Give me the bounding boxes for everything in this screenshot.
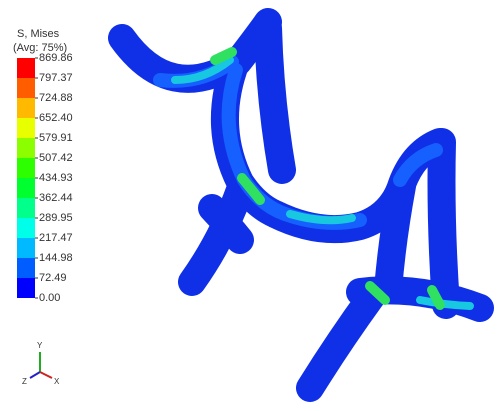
part	[122, 22, 480, 388]
color-band	[17, 118, 35, 138]
color-band	[17, 198, 35, 218]
legend-label: 797.37	[39, 72, 73, 84]
color-band	[17, 98, 35, 118]
triad-y-label: Y	[37, 341, 43, 350]
legend-label: 869.86	[39, 52, 73, 64]
legend-title: S, Mises	[17, 28, 60, 40]
color-band	[17, 78, 35, 98]
triad-x-label: X	[54, 377, 60, 386]
color-band	[17, 218, 35, 238]
page: S, Mises (Avg: 75%)	[0, 0, 502, 411]
color-band	[17, 278, 35, 298]
color-band	[17, 258, 35, 278]
legend-label: 724.88	[39, 92, 73, 104]
triad-z-label: Z	[22, 377, 27, 386]
axis-triad: Y Z X	[22, 341, 60, 386]
legend-label: 362.44	[39, 192, 73, 204]
legend-label: 652.40	[39, 112, 73, 124]
triad-x-axis	[40, 372, 52, 378]
color-band	[17, 178, 35, 198]
legend-label: 144.98	[39, 252, 73, 264]
legend-label: 289.95	[39, 212, 73, 224]
legend-label: 72.49	[39, 272, 67, 284]
triad-z-axis	[30, 372, 40, 378]
color-band	[17, 58, 35, 78]
color-band	[17, 158, 35, 178]
legend-label: 217.47	[39, 232, 73, 244]
color-bar	[17, 58, 38, 298]
viewport: S, Mises (Avg: 75%)	[0, 0, 502, 411]
color-band	[17, 238, 35, 258]
legend-label: 434.93	[39, 172, 73, 184]
legend-label: 507.42	[39, 152, 73, 164]
legend-label: 0.00	[39, 292, 60, 304]
color-band	[17, 138, 35, 158]
legend-label: 579.91	[39, 132, 73, 144]
